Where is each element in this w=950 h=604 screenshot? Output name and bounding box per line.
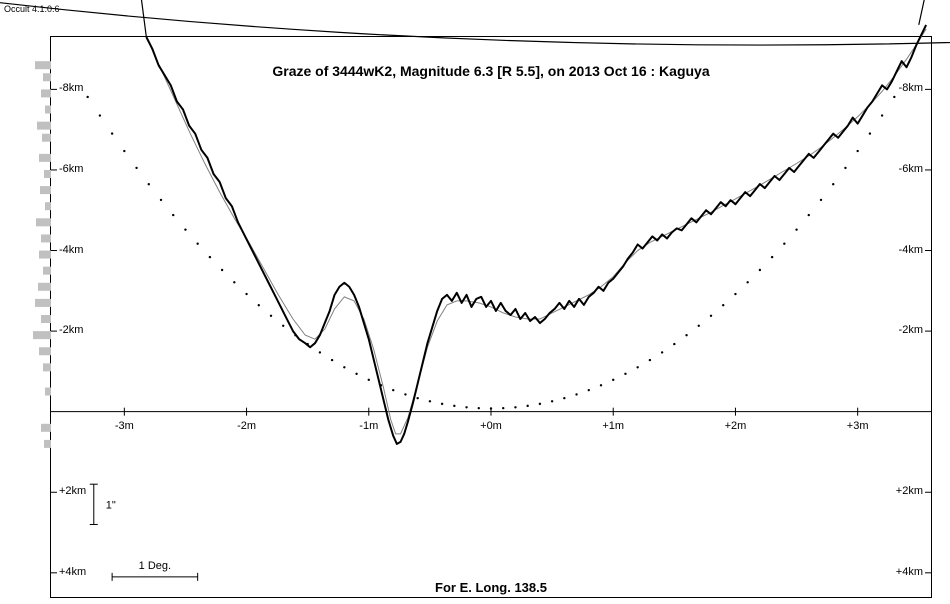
y-tick-label: +2km <box>896 485 923 497</box>
x-tick-label: +0m <box>480 420 502 432</box>
x-tick-label: -2m <box>237 420 256 432</box>
x-tick-label: +1m <box>602 420 624 432</box>
y-tick-label: -6km <box>899 163 923 175</box>
y-tick-label: +4km <box>896 566 923 578</box>
x-tick-label: +3m <box>847 420 869 432</box>
svg-text:1 Deg.: 1 Deg. <box>139 560 171 572</box>
chart-footer: For E. Long. 138.5 <box>51 580 931 595</box>
y-tick-label: -4km <box>899 244 923 256</box>
x-tick-label: +2m <box>725 420 747 432</box>
y-tick-label: -4km <box>59 244 83 256</box>
x-tick-label: -3m <box>115 420 134 432</box>
y-tick-label: -2km <box>899 324 923 336</box>
y-tick-label: -2km <box>59 324 83 336</box>
y-tick-label: -8km <box>59 82 83 94</box>
y-tick-label: -8km <box>899 82 923 94</box>
version-label: Occult 4.1.0.6 <box>4 4 60 14</box>
chart-canvas: 1" 1 Deg. <box>51 37 931 597</box>
x-tick-label: -1m <box>359 420 378 432</box>
y-tick-label: +4km <box>59 566 86 578</box>
svg-text:1": 1" <box>106 499 116 511</box>
graze-profile-chart: 1" 1 Deg. Graze of 3444wK2, Magnitude 6.3… <box>50 36 932 598</box>
y-tick-label: -6km <box>59 163 83 175</box>
chart-title: Graze of 3444wK2, Magnitude 6.3 [R 5.5],… <box>51 63 931 79</box>
y-tick-label: +2km <box>59 485 86 497</box>
